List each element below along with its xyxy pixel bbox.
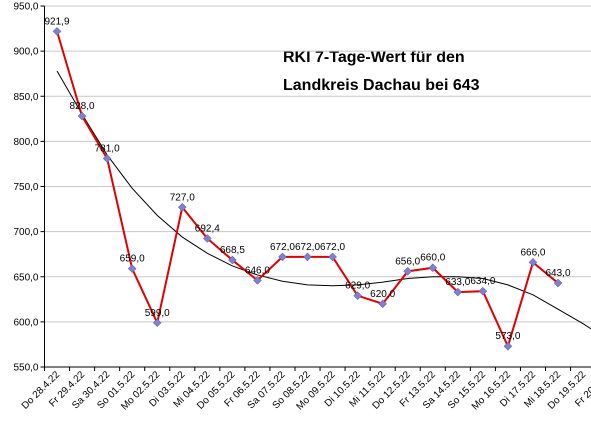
chart-title: Landkreis Dachau bei 643	[283, 77, 480, 94]
data-label: 666,0	[520, 247, 545, 258]
marker	[353, 291, 362, 301]
y-tick-label: 900,0	[13, 47, 38, 58]
y-tick-label: 600,0	[13, 317, 38, 328]
y-tick-label: 750,0	[13, 182, 38, 193]
data-label: 656,0	[395, 256, 420, 267]
marker	[478, 286, 488, 296]
y-tick-label: 800,0	[13, 137, 38, 148]
chart-title: RKI 7-Tage-Wert für den	[283, 49, 465, 66]
data-label: 629,0	[345, 281, 370, 292]
marker	[328, 252, 337, 262]
marker	[378, 299, 388, 309]
marker	[152, 318, 162, 328]
marker	[403, 266, 413, 276]
y-tick-label: 650,0	[13, 272, 38, 283]
marker	[202, 234, 212, 243]
marker	[528, 257, 538, 267]
data-label: 672,0	[270, 242, 295, 253]
marker	[228, 255, 237, 265]
marker	[503, 341, 513, 351]
marker	[453, 287, 463, 297]
marker	[553, 278, 563, 288]
data-label: 672,0	[295, 242, 320, 253]
data-label: 660,0	[420, 253, 445, 264]
marker	[303, 252, 312, 262]
data-label: 672,0	[320, 242, 345, 253]
data-label: 634,0	[470, 276, 495, 287]
data-label: 727,0	[170, 192, 195, 203]
marker	[127, 264, 137, 273]
marker	[253, 276, 262, 285]
data-label: 573,0	[495, 331, 520, 342]
data-label: 828,0	[70, 101, 95, 112]
data-label: 643,0	[546, 268, 571, 279]
marker	[52, 27, 62, 36]
y-tick-label: 850,0	[13, 92, 38, 103]
y-tick-label: 550,0	[13, 363, 38, 374]
data-label: 781,0	[95, 144, 120, 155]
data-label: 633,0	[445, 277, 470, 288]
data-label: 921,9	[45, 16, 70, 27]
marker	[77, 111, 87, 121]
data-label: 692,4	[195, 223, 220, 234]
marker	[278, 252, 287, 262]
marker	[102, 154, 112, 163]
data-label: 620,0	[370, 289, 395, 300]
trend-line	[56, 70, 591, 330]
data-label: 599,0	[145, 308, 170, 319]
data-label: 659,0	[120, 254, 145, 265]
marker	[177, 202, 187, 212]
data-label: 668,5	[220, 245, 245, 256]
data-label: 646,0	[245, 265, 270, 276]
y-tick-label: 700,0	[13, 227, 38, 238]
marker	[428, 263, 438, 273]
y-tick-label: 950,0	[13, 2, 38, 13]
